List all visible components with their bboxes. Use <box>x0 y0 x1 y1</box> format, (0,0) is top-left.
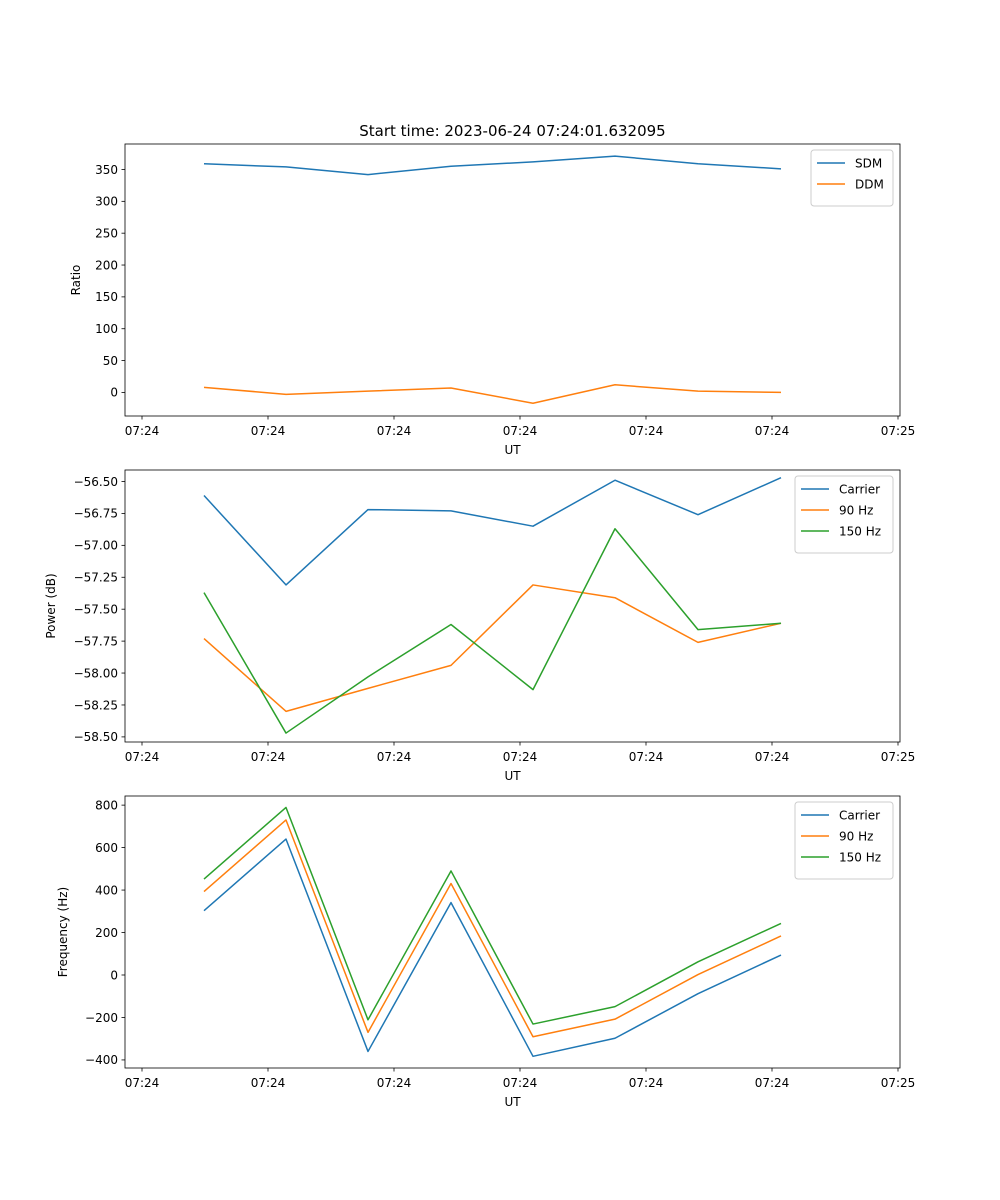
x-tick-label: 07:25 <box>881 750 916 764</box>
x-tick-label: 07:24 <box>251 424 286 438</box>
x-tick-label: 07:24 <box>377 1076 412 1090</box>
y-tick-label: 250 <box>95 226 118 240</box>
x-tick-label: 07:24 <box>125 1076 160 1090</box>
x-tick-label: 07:25 <box>881 1076 916 1090</box>
y-tick-label: 300 <box>95 195 118 209</box>
series-line-90-hz <box>203 584 782 713</box>
y-tick-label: 150 <box>95 290 118 304</box>
chart-panel-2: 07:24 07:24 07:24 07:24 07:24 07:24 07:25 −58.5… <box>44 469 916 783</box>
plot-frame <box>124 795 901 1069</box>
x-axis-label: UT <box>504 1095 521 1109</box>
figure-title: Start time: 2023-06-24 07:24:01.632095 <box>359 122 665 140</box>
chart-panel-1: 07:24 07:24 07:24 07:24 07:24 07:24 07:25 0 50 10… <box>69 143 916 457</box>
y-tick-label: 800 <box>95 798 118 812</box>
x-tick-label: 07:24 <box>125 424 160 438</box>
y-tick-label: −58.50 <box>74 730 118 744</box>
y-tick-label: 100 <box>95 322 118 336</box>
x-tick-label: 07:24 <box>125 750 160 764</box>
legend: Carrier 90 Hz 150 Hz <box>794 475 894 554</box>
x-tick-label: 07:24 <box>755 424 790 438</box>
x-tick-label: 07:24 <box>629 750 664 764</box>
legend-label: 150 Hz <box>839 851 881 865</box>
x-tick-label: 07:24 <box>251 750 286 764</box>
y-tick-label: −57.00 <box>74 539 118 553</box>
chart-panel-3: 07:24 07:24 07:24 07:24 07:24 07:24 07:25 −400 −… <box>56 795 916 1109</box>
legend: SDM DDM <box>810 149 894 207</box>
plot-frame <box>124 469 901 743</box>
y-tick-label: −56.75 <box>74 507 118 521</box>
x-tick-label: 07:24 <box>503 424 538 438</box>
y-axis-label: Power (dB) <box>44 573 58 638</box>
y-tick-label: 200 <box>95 258 118 272</box>
legend-label: Carrier <box>839 483 880 497</box>
y-tick-label: 200 <box>95 926 118 940</box>
legend-frame <box>810 149 894 207</box>
series-line-ddm <box>203 384 782 405</box>
series-line-90-hz <box>203 819 782 1038</box>
y-axis-label: Frequency (Hz) <box>56 887 70 978</box>
legend-label: Carrier <box>839 809 880 823</box>
y-tick-label: −57.75 <box>74 634 118 648</box>
y-tick-label: −200 <box>85 1011 118 1025</box>
legend-label: SDM <box>855 157 882 171</box>
y-tick-label: 0 <box>110 386 118 400</box>
legend-label: DDM <box>855 178 884 192</box>
x-tick-label: 07:24 <box>755 750 790 764</box>
x-tick-label: 07:24 <box>629 1076 664 1090</box>
y-tick-label: 0 <box>110 968 118 982</box>
legend-frame <box>794 475 894 554</box>
legend-label: 90 Hz <box>839 504 873 518</box>
y-tick-label: −58.25 <box>74 698 118 712</box>
y-tick-label: −400 <box>85 1053 118 1067</box>
series-line-150-hz <box>203 527 782 734</box>
y-axis-label: Ratio <box>69 265 83 296</box>
series-line-carrier <box>203 838 782 1058</box>
y-tick-label: 400 <box>95 883 118 897</box>
x-axis-label: UT <box>504 443 521 457</box>
x-tick-label: 07:24 <box>755 1076 790 1090</box>
y-tick-label: 600 <box>95 841 118 855</box>
x-tick-label: 07:24 <box>503 750 538 764</box>
y-tick-label: −56.50 <box>74 475 118 489</box>
x-tick-label: 07:24 <box>377 424 412 438</box>
x-tick-label: 07:24 <box>377 750 412 764</box>
series-line-sdm <box>203 155 782 176</box>
y-tick-label: −57.50 <box>74 602 118 616</box>
x-tick-label: 07:24 <box>629 424 664 438</box>
legend: Carrier 90 Hz 150 Hz <box>794 801 894 880</box>
plot-frame <box>124 143 901 417</box>
y-tick-label: −57.25 <box>74 571 118 585</box>
x-tick-label: 07:24 <box>503 1076 538 1090</box>
y-tick-label: 50 <box>103 354 118 368</box>
legend-label: 150 Hz <box>839 525 881 539</box>
series-line-carrier <box>203 476 782 586</box>
x-tick-label: 07:25 <box>881 424 916 438</box>
x-axis-label: UT <box>504 769 521 783</box>
x-tick-label: 07:24 <box>251 1076 286 1090</box>
legend-frame <box>794 801 894 880</box>
y-tick-label: −58.00 <box>74 666 118 680</box>
y-tick-label: 350 <box>95 163 118 177</box>
series-line-150-hz <box>203 806 782 1025</box>
legend-label: 90 Hz <box>839 830 873 844</box>
